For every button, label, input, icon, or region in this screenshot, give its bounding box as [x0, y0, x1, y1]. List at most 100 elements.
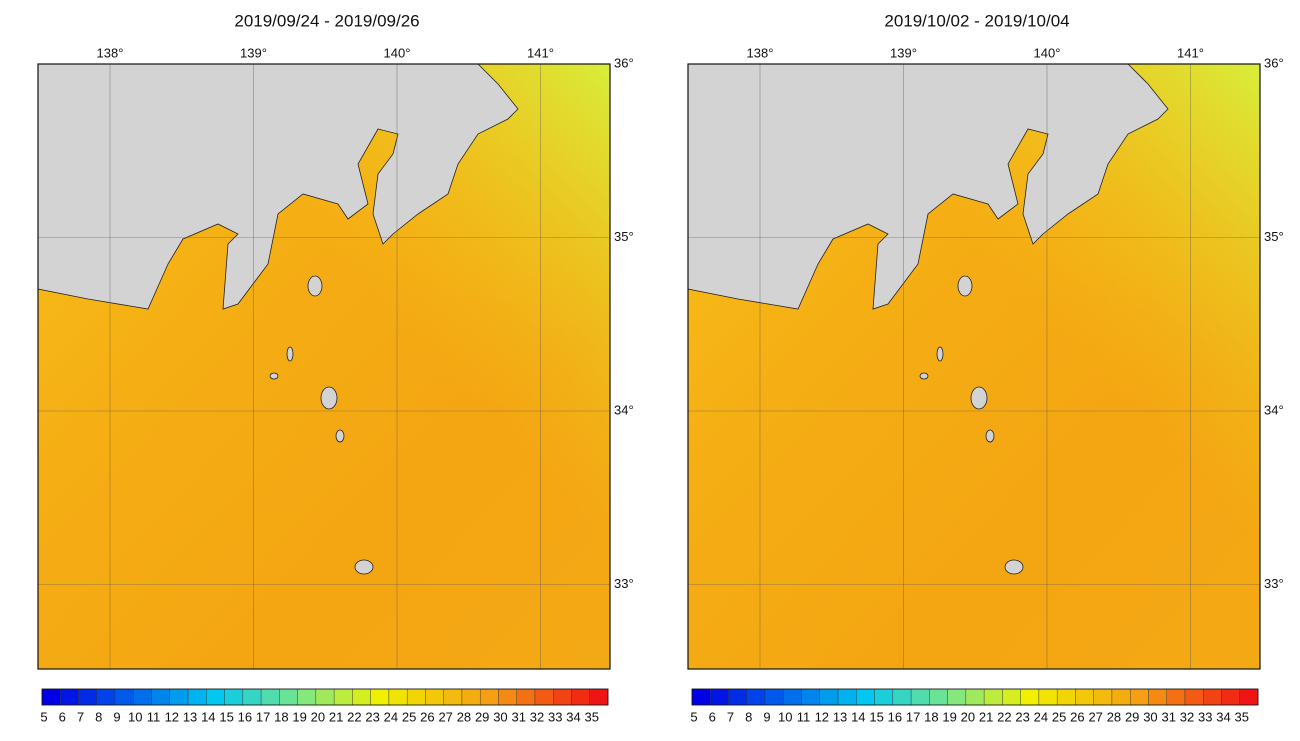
- colorbar-cell: [479, 688, 499, 706]
- colorbar-cell: [1184, 688, 1204, 706]
- colorbar-cell: [710, 688, 729, 706]
- colorbar-cell: [819, 688, 839, 706]
- colorbar-label: 15: [219, 709, 233, 724]
- panel-title: 2019/09/24 - 2019/09/26: [234, 11, 419, 30]
- colorbar-cell: [96, 688, 116, 706]
- colorbar-cell: [1111, 688, 1131, 706]
- colorbar-cell: [425, 688, 444, 706]
- lon-label: 138°: [747, 45, 774, 60]
- colorbar-cell: [352, 688, 371, 706]
- colorbar-cell: [1002, 688, 1021, 706]
- lat-label: 33°: [1264, 576, 1284, 591]
- colorbar-label: 14: [851, 709, 865, 724]
- colorbar-cell: [206, 688, 225, 706]
- colorbar-cell: [78, 688, 97, 706]
- colorbar-label: 6: [59, 709, 66, 724]
- colorbar-cell: [1056, 688, 1076, 706]
- lon-label: 141°: [1177, 45, 1204, 60]
- colorbar-cell: [589, 688, 609, 706]
- colorbar-label: 33: [548, 709, 562, 724]
- colorbar-label: 28: [1107, 709, 1121, 724]
- colorbar-label: 12: [815, 709, 829, 724]
- colorbar-cell: [224, 688, 244, 706]
- lon-label: 141°: [527, 45, 554, 60]
- lat-label: 34°: [614, 402, 634, 417]
- colorbar-cell: [516, 688, 536, 706]
- colorbar-label: 9: [113, 709, 120, 724]
- colorbar-cell: [333, 688, 353, 706]
- colorbar-label: 18: [924, 709, 938, 724]
- colorbar-cell: [947, 688, 967, 706]
- island: [957, 275, 973, 297]
- colorbar-label: 26: [420, 709, 434, 724]
- colorbar-label: 34: [566, 709, 580, 724]
- colorbar-label: 23: [1015, 709, 1029, 724]
- colorbar-cell: [691, 688, 711, 706]
- colorbar-cell: [260, 688, 280, 706]
- colorbar-cell: [1166, 688, 1186, 706]
- colorbar-label: 11: [797, 709, 811, 724]
- colorbar-cell: [783, 688, 802, 706]
- island: [936, 346, 944, 362]
- colorbar-label: 15: [869, 709, 883, 724]
- colorbar-cell: [553, 688, 572, 706]
- colorbar-label: 22: [997, 709, 1011, 724]
- colorbar-cell: [764, 688, 784, 706]
- colorbar-cell: [892, 688, 912, 706]
- colorbar-label: 16: [238, 709, 252, 724]
- colorbar-cell: [370, 688, 390, 706]
- colorbar-label: 13: [833, 709, 847, 724]
- colorbar-cell: [388, 688, 408, 706]
- colorbar-label: 20: [311, 709, 325, 724]
- colorbar-cell: [1239, 688, 1259, 706]
- colorbar-label: 17: [906, 709, 920, 724]
- lat-label: 35°: [614, 229, 634, 244]
- colorbar-cell: [1038, 688, 1058, 706]
- colorbar-label: 23: [365, 709, 379, 724]
- colorbar-label: 32: [1180, 709, 1194, 724]
- lon-label: 138°: [97, 45, 124, 60]
- island: [307, 275, 323, 297]
- island: [919, 372, 929, 380]
- colorbar-cell: [534, 688, 554, 706]
- colorbar-label: 35: [1235, 709, 1249, 724]
- colorbar-label: 11: [147, 709, 161, 724]
- island: [335, 429, 345, 443]
- lon-label: 139°: [240, 45, 267, 60]
- colorbar-cell: [1075, 688, 1094, 706]
- colorbar-label: 8: [95, 709, 102, 724]
- colorbar-cell: [929, 688, 948, 706]
- colorbar-cell: [315, 688, 335, 706]
- island: [1004, 559, 1024, 575]
- colorbar-cell: [60, 688, 79, 706]
- colorbar-label: 31: [1161, 709, 1175, 724]
- colorbar-cell: [1148, 688, 1167, 706]
- colorbar-label: 19: [292, 709, 306, 724]
- colorbar-frame: [41, 688, 609, 706]
- lat-label: 36°: [1264, 55, 1284, 70]
- colorbar-label: 28: [457, 709, 471, 724]
- colorbar-label: 6: [709, 709, 716, 724]
- colorbar-label: 27: [438, 709, 452, 724]
- colorbar-label: 30: [1143, 709, 1157, 724]
- colorbar-cell: [187, 688, 207, 706]
- colorbar-cell: [965, 688, 985, 706]
- colorbar-cell: [443, 688, 463, 706]
- colorbar-label: 21: [329, 709, 343, 724]
- colorbar-cell: [279, 688, 298, 706]
- colorbar-cell: [169, 688, 189, 706]
- colorbar-label: 25: [1052, 709, 1066, 724]
- colorbar-label: 34: [1216, 709, 1230, 724]
- colorbar-cell: [498, 688, 517, 706]
- colorbar-label: 13: [183, 709, 197, 724]
- colorbar-label: 16: [888, 709, 902, 724]
- colorbar-cell: [133, 688, 152, 706]
- lat-label: 36°: [614, 55, 634, 70]
- colorbar-cell: [114, 688, 134, 706]
- colorbar-label: 9: [763, 709, 770, 724]
- colorbar-label: 25: [402, 709, 416, 724]
- colorbar-label: 22: [347, 709, 361, 724]
- lon-label: 139°: [890, 45, 917, 60]
- colorbar-cell: [874, 688, 894, 706]
